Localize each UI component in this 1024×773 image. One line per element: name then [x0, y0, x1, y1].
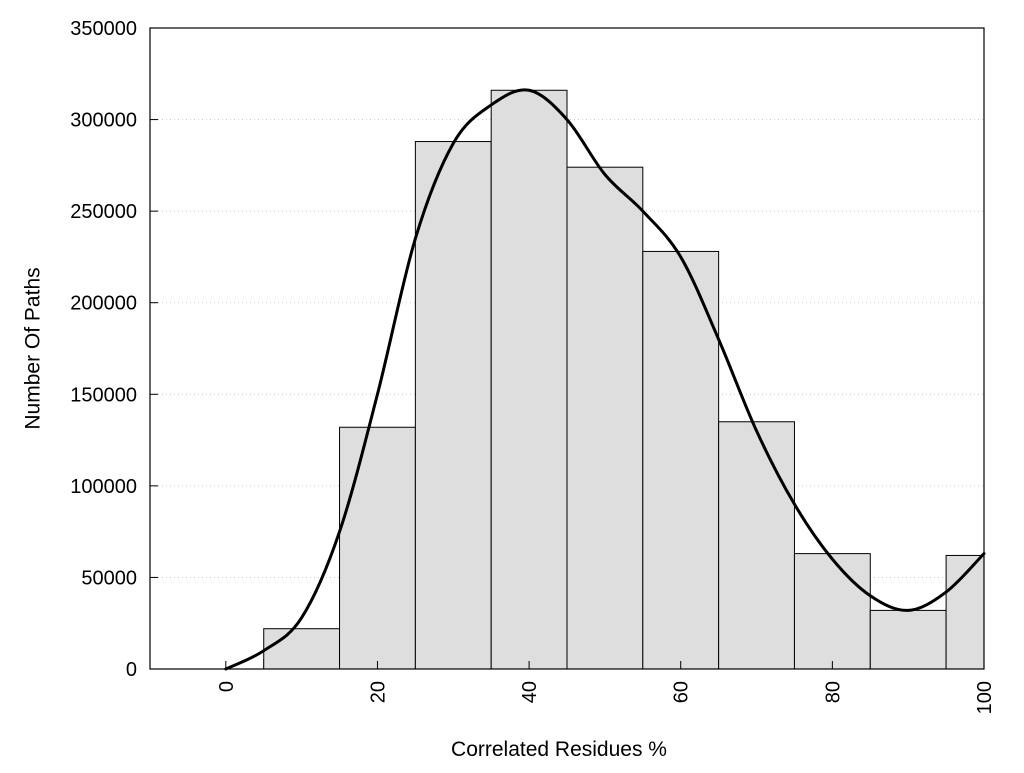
histogram-bar — [566, 166, 644, 670]
y-tick-label: 0 — [126, 659, 137, 681]
y-tick-label: 350000 — [70, 18, 137, 40]
x-tick-label: 0 — [216, 681, 238, 692]
histogram-bar — [869, 609, 947, 670]
x-tick-label: 40 — [519, 681, 541, 703]
x-axis-label: Correlated Residues % — [451, 738, 667, 761]
histogram-bar — [642, 250, 720, 670]
y-tick-label: 50000 — [81, 567, 137, 589]
density-curve-layer — [224, 88, 986, 671]
y-tick-label: 250000 — [70, 201, 137, 223]
x-tick-label: 100 — [974, 681, 996, 714]
plot-frame — [149, 27, 985, 670]
histogram-bar — [263, 628, 341, 670]
x-tick-label: 60 — [671, 681, 693, 703]
y-axis-ticks: 0 50000 100000 150000 200000 250000 300000 3500… — [70, 18, 158, 681]
histogram-bar — [414, 141, 492, 670]
x-axis-ticks: 0 20 40 60 80 100 — [216, 661, 996, 714]
histogram-bar — [793, 553, 871, 670]
y-tick-label: 100000 — [70, 476, 137, 498]
histogram-bar — [490, 89, 568, 670]
y-tick-label: 200000 — [70, 293, 137, 315]
y-tick-label: 300000 — [70, 110, 137, 132]
histogram-bars — [263, 89, 985, 670]
y-tick-label: 150000 — [70, 384, 137, 406]
histogram-bar — [339, 426, 416, 670]
density-curve — [224, 88, 986, 671]
histogram-bar — [718, 421, 795, 670]
x-tick-label: 80 — [822, 681, 844, 703]
x-tick-label: 20 — [367, 681, 389, 703]
y-axis-label: Number Of Paths — [21, 267, 44, 429]
